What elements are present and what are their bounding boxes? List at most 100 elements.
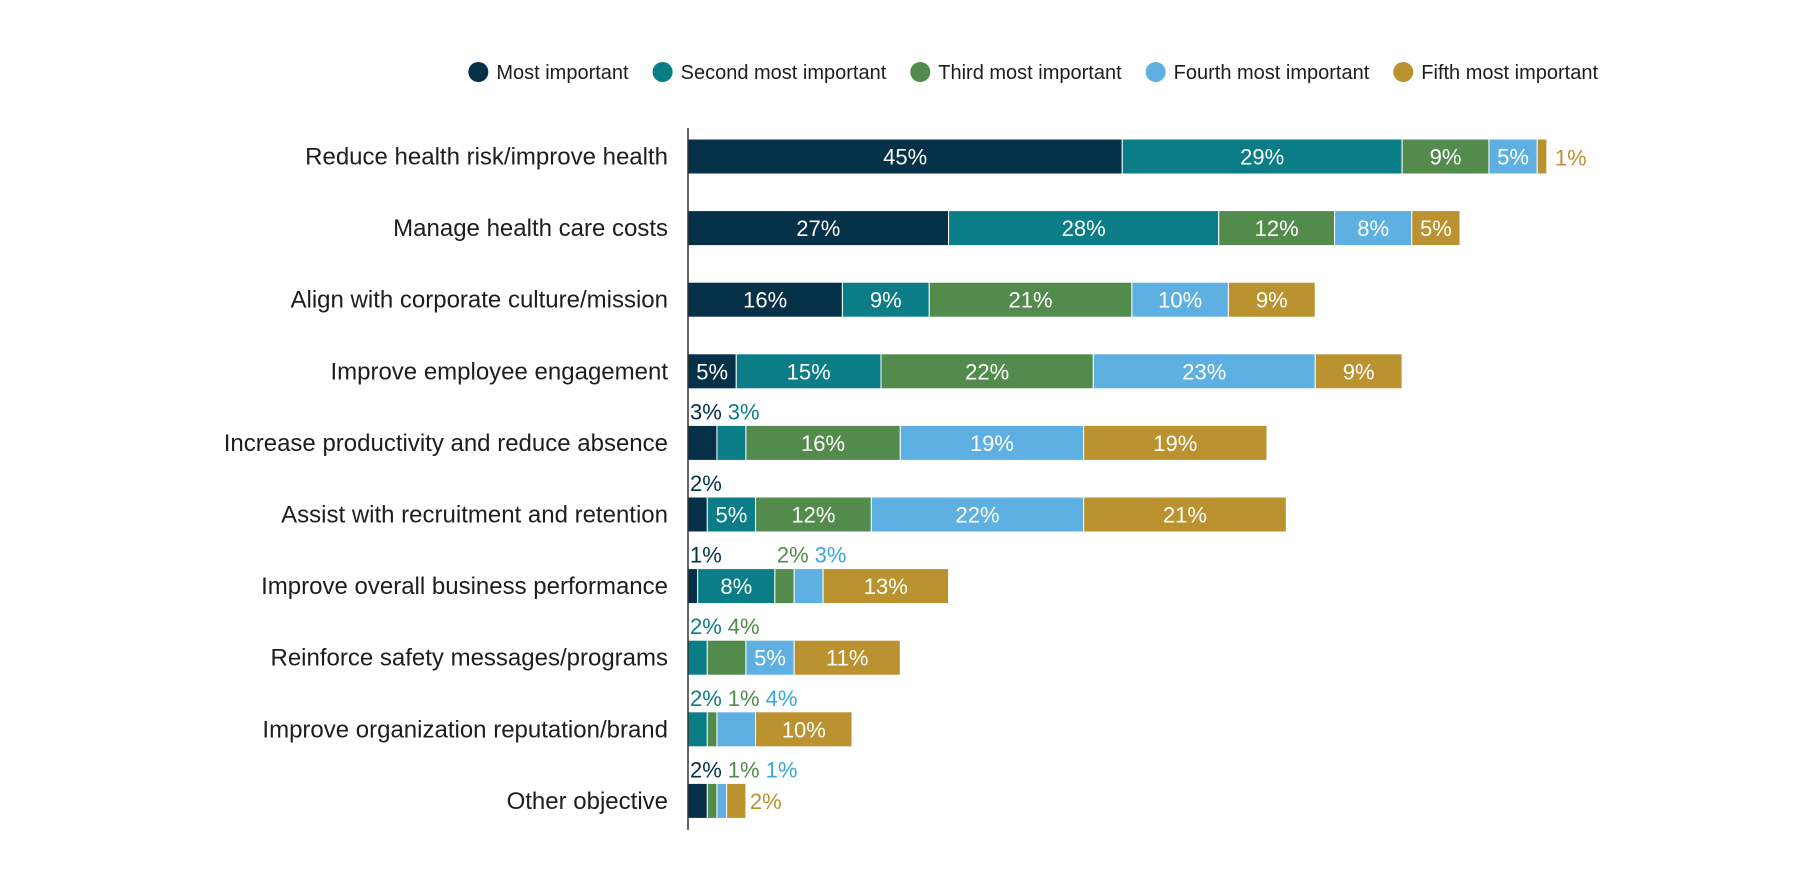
legend-label: Most important	[496, 62, 629, 84]
value-label: 45%	[883, 145, 927, 170]
value-label: 5%	[754, 646, 786, 671]
category-label: Improve employee engagement	[330, 358, 668, 385]
value-label: 28%	[1062, 216, 1106, 241]
bar-segment-fourth-most-important	[793, 568, 824, 605]
bar-segment-most-important	[687, 496, 708, 533]
legend-swatch	[468, 62, 489, 82]
bar-segment-fifth-most-important	[1314, 353, 1403, 390]
bar-segment-second-most-important	[1121, 138, 1403, 175]
category-label: Align with corporate culture/mission	[291, 287, 669, 314]
value-label: 21%	[1009, 288, 1053, 313]
value-label: 1%	[728, 686, 760, 711]
value-label: 3%	[728, 399, 760, 424]
value-label: 9%	[1256, 288, 1288, 313]
bar-segment-third-most-important	[745, 424, 901, 461]
category-label: Improve overall business performance	[261, 573, 668, 600]
legend-label: Fourth most important	[1174, 62, 1370, 84]
value-label: 1%	[1555, 146, 1587, 171]
value-label: 12%	[1255, 216, 1299, 241]
value-label: 19%	[970, 431, 1014, 456]
value-label: 3%	[690, 399, 722, 424]
bar-segment-second-most-important	[687, 711, 708, 748]
category-label: Reduce health risk/improve health	[305, 144, 668, 171]
value-label: 2%	[690, 757, 722, 782]
value-label: 8%	[1357, 216, 1389, 241]
value-label: 4%	[728, 614, 760, 639]
bar-segment-third-most-important	[755, 496, 872, 533]
value-label: 19%	[1153, 431, 1197, 456]
value-label: 9%	[870, 288, 902, 313]
bar-segment-most-important	[687, 424, 718, 461]
category-label: Manage health care costs	[393, 215, 668, 242]
value-label: 1%	[766, 757, 798, 782]
category-label: Assist with recruitment and retention	[281, 502, 668, 529]
bar-segment-most-important	[687, 568, 699, 605]
bar-segment-second-most-important	[841, 281, 930, 318]
value-label: 10%	[1158, 288, 1202, 313]
bar-segment-third-most-important	[774, 568, 795, 605]
legend-label: Second most important	[681, 62, 887, 84]
value-label: 21%	[1163, 503, 1207, 528]
value-label: 9%	[1430, 145, 1462, 170]
value-label: 22%	[955, 503, 999, 528]
bar-segment-fourth-most-important	[1092, 353, 1316, 390]
value-label: 2%	[690, 686, 722, 711]
category-label: Reinforce safety messages/programs	[271, 645, 669, 672]
value-label: 16%	[801, 431, 845, 456]
bar-segment-third-most-important	[706, 639, 747, 676]
value-label: 22%	[965, 359, 1009, 384]
bar-segment-third-most-important	[706, 711, 718, 748]
bar-segment-fifth-most-important	[726, 782, 747, 819]
value-label: 29%	[1240, 145, 1284, 170]
bar-segment-fifth-most-important	[1536, 138, 1548, 175]
bar-segment-fourth-most-important	[716, 711, 757, 748]
bar-segment-fifth-most-important	[793, 639, 901, 676]
value-labels: 45% 29% 9% 5% 1% 27% 28% 12% 8% 5% 16% 9% 21% 10% 9% 5%…	[690, 145, 1587, 814]
legend-label: Third most important	[938, 62, 1122, 84]
bar-segment-fourth-most-important	[870, 496, 1085, 533]
bars	[687, 138, 1548, 819]
bar-segment-second-most-important	[687, 639, 708, 676]
legend-swatch	[1393, 62, 1414, 82]
value-label: 13%	[864, 574, 908, 599]
bar-segment-most-important	[687, 210, 950, 247]
bar-segment-most-important	[687, 138, 1123, 175]
bar-segment-third-most-important	[1401, 138, 1490, 175]
legend-item-fourth-most-important: Fourth most important	[1145, 62, 1370, 84]
bar-segment-fifth-most-important	[755, 711, 853, 748]
bar-segment-fourth-most-important	[716, 782, 728, 819]
bar-segment-third-most-important	[706, 782, 718, 819]
value-label: 10%	[782, 717, 826, 742]
value-label: 2%	[690, 471, 722, 496]
value-label: 8%	[720, 574, 752, 599]
value-label: 5%	[1497, 145, 1529, 170]
legend-item-third-most-important: Third most important	[910, 62, 1122, 84]
value-label: 5%	[696, 359, 728, 384]
bar-segment-fourth-most-important	[1131, 281, 1229, 318]
legend-swatch	[1145, 62, 1166, 82]
value-label: 5%	[1420, 216, 1452, 241]
category-labels: Reduce health risk/improve health Manage …	[224, 144, 669, 815]
bar-segment-most-important	[687, 281, 843, 318]
category-label: Improve organization reputation/brand	[262, 716, 668, 743]
bar-segment-second-most-important	[706, 496, 757, 533]
value-label: 2%	[777, 543, 809, 568]
bar-segment-second-most-important	[716, 424, 747, 461]
legend-item-fifth-most-important: Fifth most important	[1393, 62, 1598, 84]
value-label: 12%	[791, 503, 835, 528]
category-label: Other objective	[507, 788, 668, 815]
bar-segment-fifth-most-important	[1083, 424, 1268, 461]
bar-segment-fourth-most-important	[1334, 210, 1413, 247]
bar-segment-third-most-important	[928, 281, 1133, 318]
legend-label: Fifth most important	[1421, 62, 1598, 84]
legend: Most important Second most important Third…	[468, 62, 1598, 84]
legend-item-most-important: Most important	[468, 62, 629, 84]
bar-segment-fifth-most-important	[1227, 281, 1316, 318]
value-label: 23%	[1182, 359, 1226, 384]
bar-segment-most-important	[687, 353, 737, 390]
category-label: Increase productivity and reduce absence	[224, 430, 668, 457]
bar-segment-second-most-important	[948, 210, 1220, 247]
bar-segment-fifth-most-important	[1411, 210, 1461, 247]
value-label: 15%	[787, 359, 831, 384]
